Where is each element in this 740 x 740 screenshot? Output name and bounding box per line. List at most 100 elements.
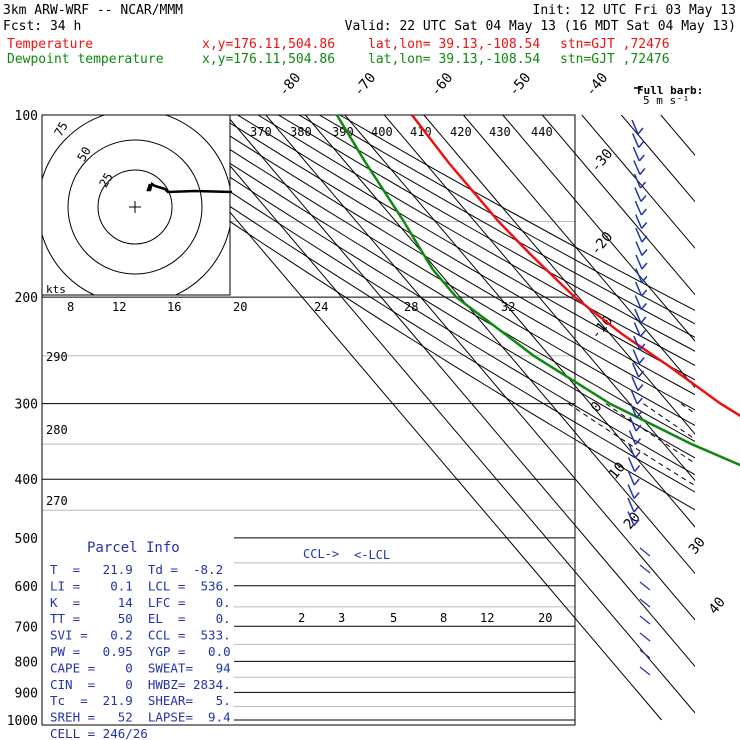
- theta-label: 380: [290, 125, 312, 139]
- theta-label: 270: [46, 494, 68, 508]
- wind-barb-flag: [640, 303, 647, 310]
- ccl-label: CCL->: [303, 547, 339, 561]
- dry-adiabat: [135, 115, 695, 459]
- wind-barb-flag: [633, 478, 640, 486]
- wind-barb-flag: [639, 330, 646, 337]
- wind-barb: [631, 133, 640, 148]
- wind-barb: [635, 227, 643, 243]
- wind-barb-flag: [641, 276, 648, 283]
- temperature-profile-line: [411, 114, 740, 418]
- isotherm: [225, 115, 695, 668]
- theta-label: 440: [531, 125, 553, 139]
- dew-stn: stn=GJT ,72476: [560, 52, 670, 67]
- wind-barb: [634, 214, 643, 229]
- dry-adiabat: [196, 115, 695, 411]
- dewpoint-profile-line: [335, 114, 740, 467]
- wind-barb-flag: [637, 384, 644, 391]
- isotherm-label: 10: [606, 459, 629, 482]
- wind-barb-flag: [634, 465, 641, 472]
- wind-barb-flag: [639, 343, 646, 351]
- wind-barb-flag: [641, 235, 648, 243]
- isotherm: [502, 115, 695, 342]
- theta-label: 370: [250, 125, 272, 139]
- dry-adiabat: [175, 115, 695, 427]
- isotherm-label: -60: [428, 70, 457, 100]
- isotherm-label: 30: [686, 534, 709, 557]
- hodo-unit-label: kts: [46, 283, 66, 296]
- moist-adiabat: [719, 404, 740, 720]
- init-time: Init: 12 UTC Fri 03 May 13: [533, 3, 737, 18]
- wind-barb: [628, 430, 637, 445]
- dry-adiabat: [155, 115, 695, 443]
- wind-barb: [634, 295, 643, 310]
- plot-frame: [41, 114, 576, 726]
- wind-barb: [631, 376, 639, 391]
- isotherm: [304, 115, 695, 575]
- dry-adiabat: [278, 115, 695, 352]
- forecast-hour: Fcst: 34 h: [3, 19, 81, 34]
- wind-barb: [634, 308, 642, 324]
- parcel-info-row: LI = 0.1 LCL = 536.: [50, 578, 231, 593]
- wind-barb-flag: [633, 492, 640, 499]
- pressure-tick-label: 700: [15, 620, 38, 635]
- parcel-info-row: SVI = 0.2 CCL = 533.: [50, 628, 231, 643]
- speed-label: 24: [314, 300, 328, 314]
- theta-label: 430: [489, 125, 511, 139]
- hodo-ring-50: 50: [74, 144, 93, 164]
- pressure-tick-label: 300: [15, 398, 38, 413]
- isotherm: [462, 115, 695, 389]
- barb-legend-unit: 5 m s⁻¹: [643, 94, 689, 107]
- isotherm-label: -40: [583, 70, 612, 100]
- parcel-info-panel: Parcel Info T = 21.9 Td = -8.2LI = 0.1 L…: [50, 540, 231, 740]
- wind-barb: [635, 241, 643, 256]
- dry-adiabat: [114, 115, 695, 476]
- parcel-box-bg: [42, 536, 234, 725]
- isotherm: [265, 115, 695, 621]
- wind-barb: [635, 254, 643, 270]
- temp-stn: stn=GJT ,72476: [560, 37, 670, 52]
- pressure-tick-label: 800: [15, 655, 38, 670]
- wind-barb: [627, 511, 635, 526]
- isotherm-label: -80: [276, 70, 305, 100]
- wind-barb-flag: [634, 451, 641, 459]
- pressure-tick-label: 1000: [7, 714, 38, 729]
- wind-barbs: [627, 119, 651, 676]
- wind-barb: [633, 335, 641, 351]
- pressure-tick-label: 100: [15, 109, 38, 124]
- wind-barb-flag: [640, 208, 647, 216]
- moist-adiabat: [605, 403, 695, 464]
- wind-barb-flag: [638, 141, 645, 148]
- isotherm: [146, 115, 662, 721]
- pressure-tick-label: 400: [15, 473, 38, 488]
- hodograph-trace: [146, 182, 233, 194]
- wind-barb: [632, 146, 640, 162]
- parcel-info-row: PW = 0.95 YGP = 0.0: [50, 644, 231, 659]
- hodograph: 25 50 75 kts: [41, 114, 233, 296]
- speed-label: 16: [167, 300, 181, 314]
- speed-label: 32: [501, 300, 515, 314]
- isotherm: [186, 115, 695, 714]
- wind-barb: [639, 615, 651, 625]
- wind-barb: [639, 581, 651, 591]
- dry-adiabat: [94, 115, 695, 493]
- isotherm: [423, 115, 695, 435]
- wind-barb: [639, 564, 651, 574]
- mixing-ratio-label: 5: [390, 611, 397, 625]
- wind-barb-flag: [639, 168, 646, 175]
- pressure-tick-label: 500: [15, 532, 38, 547]
- wind-barb: [639, 547, 651, 557]
- model-title: 3km ARW-WRF -- NCAR/MMM: [3, 3, 183, 18]
- wind-barb-flag: [641, 289, 648, 297]
- wind-barb: [633, 322, 642, 337]
- wind-barb: [633, 173, 642, 189]
- isotherm: [344, 115, 695, 528]
- wind-barb-flag: [637, 127, 644, 135]
- lcl-label: <-LCL: [354, 548, 390, 562]
- pressure-tick-label: 900: [15, 686, 38, 701]
- isotherm-label: -50: [506, 70, 535, 100]
- pressure-tick-label: 600: [15, 580, 38, 595]
- isotherm: [700, 115, 740, 720]
- wind-barb: [627, 457, 636, 472]
- dew-xy: x,y=176.11,504.86: [202, 52, 335, 67]
